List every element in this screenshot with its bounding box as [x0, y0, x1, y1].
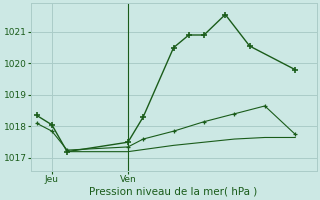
X-axis label: Pression niveau de la mer( hPa ): Pression niveau de la mer( hPa ): [90, 187, 258, 197]
